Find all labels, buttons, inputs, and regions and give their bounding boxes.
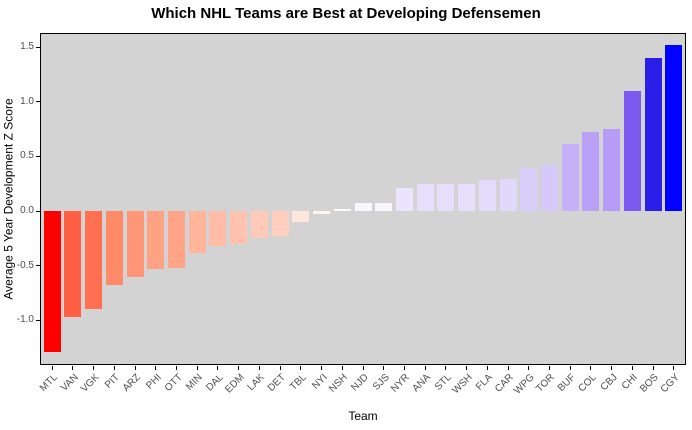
bar-cgy <box>665 45 683 211</box>
bar-nyi <box>313 211 331 215</box>
bar-dal <box>209 211 227 246</box>
x-tick-mark <box>548 366 550 370</box>
y-tick-mark <box>36 46 40 48</box>
y-tick-label: 1.5 <box>20 41 34 53</box>
bar-edm <box>230 211 248 244</box>
x-tick-mark <box>238 366 240 370</box>
x-axis-title: Team <box>348 409 378 423</box>
x-tick-mark <box>113 366 115 370</box>
x-tick-mark <box>611 366 613 370</box>
x-tick-mark <box>51 366 53 370</box>
bar-col <box>582 132 600 211</box>
y-tick-mark <box>36 155 40 157</box>
bar-njd <box>354 203 372 211</box>
x-tick-mark <box>72 366 74 370</box>
bar-van <box>64 211 82 317</box>
y-tick-mark <box>36 265 40 267</box>
x-tick-mark <box>134 366 136 370</box>
y-tick-mark <box>36 210 40 212</box>
bar-ana <box>416 183 434 211</box>
x-tick-mark <box>341 366 343 370</box>
bar-cbj <box>603 129 621 211</box>
y-tick-label: 0.0 <box>20 205 34 216</box>
x-tick-mark <box>93 366 95 370</box>
x-tick-mark <box>528 366 530 370</box>
x-tick-mark <box>466 366 468 370</box>
x-tick-mark <box>424 366 426 370</box>
y-tick-label: -1.0 <box>16 314 34 326</box>
x-tick-mark <box>631 366 633 370</box>
bar-min <box>188 211 206 253</box>
y-tick-label: 0.5 <box>20 150 34 162</box>
bar-nyr <box>395 188 413 211</box>
bar-sjs <box>375 203 393 211</box>
bar-ott <box>168 211 186 268</box>
y-tick-mark <box>36 319 40 321</box>
bar-car <box>499 179 517 211</box>
x-tick-mark <box>258 366 260 370</box>
bar-bos <box>644 58 662 211</box>
x-tick-mark <box>569 366 571 370</box>
y-tick-label: 1.0 <box>20 95 34 107</box>
bar-pit <box>105 211 123 286</box>
x-tick-mark <box>590 366 592 370</box>
x-tick-mark <box>362 366 364 370</box>
bar-phi <box>147 211 165 269</box>
bar-chi <box>623 90 641 211</box>
x-tick-mark <box>279 366 281 370</box>
bar-wsh <box>458 183 476 211</box>
x-tick-mark <box>486 366 488 370</box>
x-tick-mark <box>300 366 302 370</box>
x-tick-mark <box>507 366 509 370</box>
x-tick-mark <box>652 366 654 370</box>
bar-mtl <box>43 211 61 352</box>
bar-vgk <box>85 211 103 310</box>
bar-stl <box>437 183 455 211</box>
x-tick-mark <box>445 366 447 370</box>
y-tick-label: -0.5 <box>16 259 34 271</box>
bar-tbl <box>292 211 310 222</box>
bar-det <box>271 211 289 237</box>
y-tick-mark <box>36 101 40 103</box>
x-tick-mark <box>321 366 323 370</box>
x-tick-mark <box>403 366 405 370</box>
chart-title: Which NHL Teams are Best at Developing D… <box>151 5 541 22</box>
x-tick-mark <box>217 366 219 370</box>
x-tick-mark <box>176 366 178 370</box>
x-tick-mark <box>155 366 157 370</box>
bar-buf <box>561 144 579 211</box>
x-tick-mark <box>673 366 675 370</box>
bar-fla <box>478 180 496 211</box>
bar-wpg <box>520 168 538 211</box>
bar-arz <box>126 211 144 277</box>
x-tick-mark <box>196 366 198 370</box>
bar-lak <box>250 211 268 239</box>
bar-nsh <box>333 208 351 211</box>
x-tick-mark <box>383 366 385 370</box>
bar-tor <box>540 165 558 211</box>
